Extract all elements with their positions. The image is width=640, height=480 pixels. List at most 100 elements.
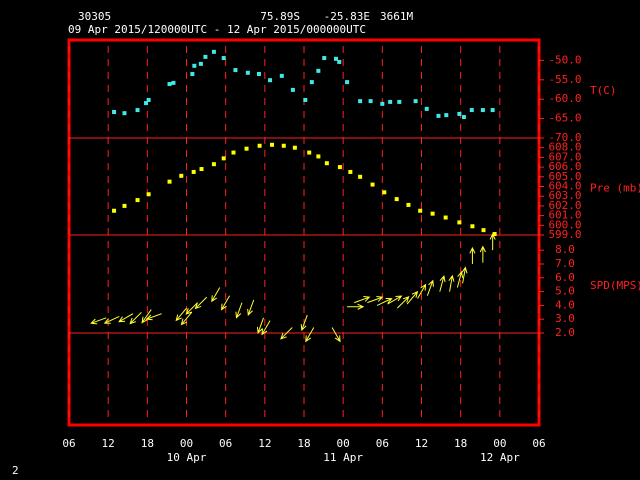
wind-arrow: [376, 298, 393, 306]
y-tick-label: 2.0: [555, 326, 575, 339]
point: [190, 71, 195, 76]
point: [191, 169, 196, 174]
wind-arrow: [396, 296, 410, 309]
wind-arrow: [354, 296, 371, 304]
point: [307, 150, 312, 155]
point: [345, 80, 350, 85]
point: [292, 145, 297, 150]
point: [324, 161, 329, 166]
point: [436, 113, 441, 118]
point: [279, 73, 284, 78]
wind-arrow: [456, 270, 464, 288]
point: [481, 228, 486, 233]
x-tick-label: 18: [141, 437, 154, 450]
y-tick-label: 600.0: [548, 218, 581, 231]
point: [179, 173, 184, 178]
point: [480, 108, 485, 113]
y-tick-label: 7.0: [555, 257, 575, 270]
x-tick-label: 18: [297, 437, 310, 450]
wind-arrow: [175, 307, 187, 322]
wind-arrow: [247, 299, 255, 316]
y-tick-label: 604.0: [548, 180, 581, 193]
point: [382, 190, 387, 195]
wind-arrow: [387, 295, 403, 305]
point: [256, 71, 261, 76]
point: [316, 68, 321, 73]
wind-arrow: [448, 274, 455, 292]
point: [221, 156, 226, 161]
date-label: 10 Apr: [167, 451, 207, 464]
point: [270, 142, 275, 147]
wind-arrow: [141, 309, 152, 324]
point: [368, 99, 373, 104]
point: [388, 99, 393, 104]
x-tick-label: 00: [180, 437, 193, 450]
wind-arrow: [129, 311, 142, 325]
y-tick-label: 607.0: [548, 150, 581, 163]
wind-arrow: [331, 327, 341, 343]
page-number: 2: [12, 464, 19, 477]
point: [135, 198, 140, 203]
point: [444, 113, 449, 118]
point: [198, 61, 203, 66]
point: [281, 143, 286, 148]
longitude: -25.83E: [324, 10, 370, 23]
wind-arrow: [489, 233, 496, 251]
point: [457, 220, 462, 225]
point: [171, 80, 176, 85]
y-tick-label: 5.0: [555, 285, 575, 298]
point: [443, 215, 448, 220]
y-tick-label: 8.0: [555, 243, 575, 256]
x-tick-label: 06: [219, 437, 232, 450]
y-tick-label: 601.0: [548, 209, 581, 222]
point: [358, 174, 363, 179]
y-tick-label: -50.0: [548, 53, 581, 66]
point: [199, 167, 204, 172]
point: [316, 154, 321, 159]
wind-arrow: [417, 283, 427, 299]
date-label: 11 Apr: [323, 451, 363, 464]
wind-arrow: [180, 311, 193, 326]
x-tick-label: 12: [102, 437, 115, 450]
y-tick-label: -55.0: [548, 73, 581, 86]
wind-arrow: [461, 266, 468, 284]
point: [380, 101, 385, 106]
wind-arrow: [145, 313, 162, 321]
point: [167, 82, 172, 87]
wind-arrow: [90, 317, 107, 325]
wind-arrow: [103, 315, 120, 324]
wind-arrow: [185, 302, 198, 315]
y-tick-label: 605.0: [548, 170, 581, 183]
point: [358, 99, 363, 104]
point: [112, 208, 117, 213]
wind-arrow: [280, 327, 293, 340]
x-tick-label: 06: [62, 437, 75, 450]
point: [167, 179, 172, 184]
point: [233, 68, 238, 73]
wind-arrow: [305, 327, 315, 343]
wind-arrow: [221, 295, 231, 311]
wind-arrow: [300, 314, 308, 332]
wind-arrow: [194, 296, 208, 310]
y-tick-label: -70.0: [548, 131, 581, 144]
point: [112, 109, 117, 114]
elevation: 3661M: [380, 10, 413, 23]
date-label: 12 Apr: [480, 451, 520, 464]
point: [337, 165, 342, 170]
point: [337, 59, 342, 64]
x-tick-label: 12: [258, 437, 271, 450]
point: [268, 78, 273, 83]
point: [406, 202, 411, 207]
x-tick-label: 06: [532, 437, 545, 450]
point: [397, 99, 402, 104]
point: [122, 111, 127, 116]
point: [348, 169, 353, 174]
y-tick-label: 602.0: [548, 199, 581, 212]
point: [470, 224, 475, 229]
x-tick-label: 18: [454, 437, 467, 450]
point: [309, 80, 314, 85]
point: [211, 162, 216, 167]
wind-arrow: [347, 303, 365, 310]
point: [430, 211, 435, 216]
